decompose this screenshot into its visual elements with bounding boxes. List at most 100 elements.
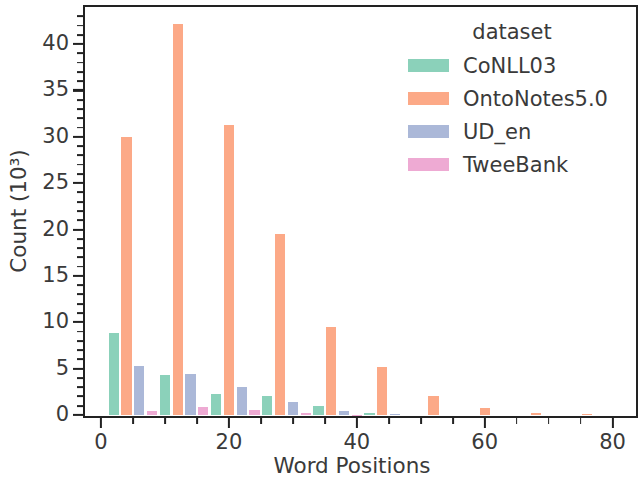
y-minor-tick [77, 340, 83, 342]
y-major-tick [73, 275, 83, 277]
bar-ontonotes50-bin3 [275, 234, 285, 415]
legend-swatch-ontonotes [408, 92, 449, 105]
y-minor-tick [77, 303, 83, 305]
y-axis-label: Count (10³) [6, 149, 31, 272]
bar-tweebank-bin2 [249, 410, 259, 415]
y-minor-tick [77, 164, 83, 166]
y-major-tick [73, 182, 83, 184]
bar-ontonotes50-bin9 [582, 414, 592, 415]
x-minor-tick [196, 418, 198, 424]
bar-uden-bin0 [134, 366, 144, 415]
y-tick-label: 10 [42, 310, 69, 334]
x-minor-tick [260, 418, 262, 424]
x-tick-label: 20 [216, 430, 243, 454]
x-major-tick [612, 418, 614, 428]
y-minor-tick [77, 52, 83, 54]
y-tick-label: 35 [42, 78, 69, 102]
legend-item: UD_en [398, 115, 626, 148]
y-major-tick [73, 43, 83, 45]
y-minor-tick [77, 108, 83, 110]
bar-conll03-bin3 [262, 396, 272, 415]
y-minor-tick [77, 117, 83, 119]
legend-swatch-ud-en [408, 125, 449, 138]
x-minor-tick [388, 418, 390, 424]
x-minor-tick [164, 418, 166, 424]
y-major-tick [73, 136, 83, 138]
y-minor-tick [77, 173, 83, 175]
y-minor-tick [77, 331, 83, 333]
bar-ontonotes50-bin2 [224, 125, 234, 415]
y-minor-tick [77, 145, 83, 147]
x-tick-label: 0 [94, 430, 107, 454]
y-major-tick [73, 89, 83, 91]
y-minor-tick [77, 349, 83, 351]
legend-item: CoNLL03 [398, 49, 626, 82]
x-minor-tick [420, 418, 422, 424]
legend-title: dataset [398, 16, 626, 49]
legend-item: OntoNotes5.0 [398, 82, 626, 115]
bar-conll03-bin5 [364, 413, 374, 415]
x-minor-tick [580, 418, 582, 424]
x-major-tick [484, 418, 486, 428]
y-minor-tick [77, 386, 83, 388]
y-minor-tick [77, 154, 83, 156]
y-major-tick [73, 414, 83, 416]
y-minor-tick [77, 71, 83, 73]
y-major-tick [73, 368, 83, 370]
y-minor-tick [77, 15, 83, 17]
legend-label-conll03: CoNLL03 [463, 54, 556, 78]
legend-label-ud-en: UD_en [463, 120, 531, 144]
x-minor-tick [516, 418, 518, 424]
x-axis-label: Word Positions [273, 453, 430, 478]
x-major-tick [228, 418, 230, 428]
bar-uden-bin1 [185, 374, 195, 415]
y-minor-tick [77, 358, 83, 360]
x-minor-tick [292, 418, 294, 424]
y-minor-tick [77, 192, 83, 194]
y-tick-label: 25 [42, 170, 69, 194]
bar-uden-bin5 [390, 414, 400, 415]
y-tick-label: 5 [56, 356, 69, 380]
y-minor-tick [77, 210, 83, 212]
y-tick-label: 0 [56, 402, 69, 426]
bar-ontonotes50-bin6 [428, 396, 438, 415]
y-minor-tick [77, 284, 83, 286]
x-tick-label: 40 [343, 430, 370, 454]
y-major-tick [73, 321, 83, 323]
bar-uden-bin2 [237, 387, 247, 415]
bar-ontonotes50-bin4 [326, 327, 336, 415]
bar-ontonotes50-bin5 [377, 367, 387, 415]
y-minor-tick [77, 201, 83, 203]
bar-ontonotes50-bin1 [173, 24, 183, 415]
bar-conll03-bin4 [313, 406, 323, 415]
x-minor-tick [324, 418, 326, 424]
y-tick-label: 15 [42, 263, 69, 287]
legend-swatch-conll03 [408, 59, 449, 72]
legend-label-tweebank: TweeBank [463, 153, 568, 177]
y-minor-tick [77, 247, 83, 249]
y-minor-tick [77, 312, 83, 314]
y-minor-tick [77, 256, 83, 258]
legend-item: TweeBank [398, 148, 626, 181]
x-minor-tick [548, 418, 550, 424]
y-tick-label: 20 [42, 217, 69, 241]
y-tick-label: 30 [42, 124, 69, 148]
bar-conll03-bin2 [211, 394, 221, 415]
y-minor-tick [77, 266, 83, 268]
bar-uden-bin3 [288, 402, 298, 415]
y-minor-tick [77, 127, 83, 129]
y-minor-tick [77, 99, 83, 101]
x-major-tick [100, 418, 102, 428]
y-minor-tick [77, 80, 83, 82]
y-minor-tick [77, 34, 83, 36]
bar-tweebank-bin3 [301, 413, 311, 415]
bar-tweebank-bin0 [147, 411, 157, 415]
y-minor-tick [77, 396, 83, 398]
y-minor-tick [77, 294, 83, 296]
x-tick-label: 60 [471, 430, 498, 454]
bar-conll03-bin0 [109, 333, 119, 415]
x-major-tick [356, 418, 358, 428]
x-tick-label: 80 [599, 430, 626, 454]
y-minor-tick [77, 405, 83, 407]
y-minor-tick [77, 62, 83, 64]
